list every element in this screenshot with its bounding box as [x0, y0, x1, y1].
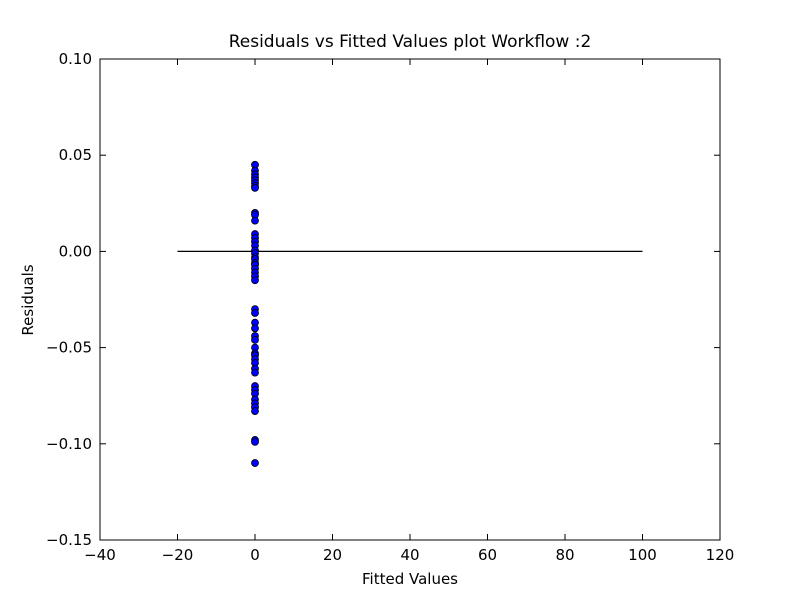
x-tick-label: 0 — [250, 546, 260, 564]
y-tick-label: −0.15 — [46, 531, 92, 549]
x-tick-label: 100 — [628, 546, 657, 564]
point — [251, 184, 259, 192]
point — [251, 336, 259, 344]
point — [251, 437, 259, 446]
point — [251, 276, 259, 285]
x-axis-label: Fitted Values — [362, 570, 458, 588]
point — [251, 309, 259, 317]
point — [251, 216, 259, 225]
point — [251, 368, 259, 377]
point — [251, 459, 259, 467]
y-tick-label: −0.05 — [46, 339, 92, 357]
x-tick-label: −40 — [84, 546, 116, 564]
x-tick-label: 120 — [706, 546, 735, 564]
point — [251, 324, 259, 333]
y-tick-label: −0.10 — [46, 435, 92, 453]
chart-title: Residuals vs Fitted Values plot Workflow… — [229, 32, 592, 52]
y-axis-label: Residuals — [19, 264, 37, 335]
x-tick-label: 60 — [478, 546, 497, 564]
x-tick-label: 40 — [400, 546, 419, 564]
x-tick-label: 20 — [323, 546, 342, 564]
y-tick-label: 0.00 — [59, 242, 92, 260]
y-tick-label: 0.05 — [59, 146, 92, 164]
point — [251, 407, 259, 415]
y-tick-label: 0.10 — [59, 50, 92, 68]
x-tick-label: −20 — [162, 546, 194, 564]
plot-frame — [99, 58, 721, 541]
x-tick-label: 80 — [555, 546, 574, 564]
